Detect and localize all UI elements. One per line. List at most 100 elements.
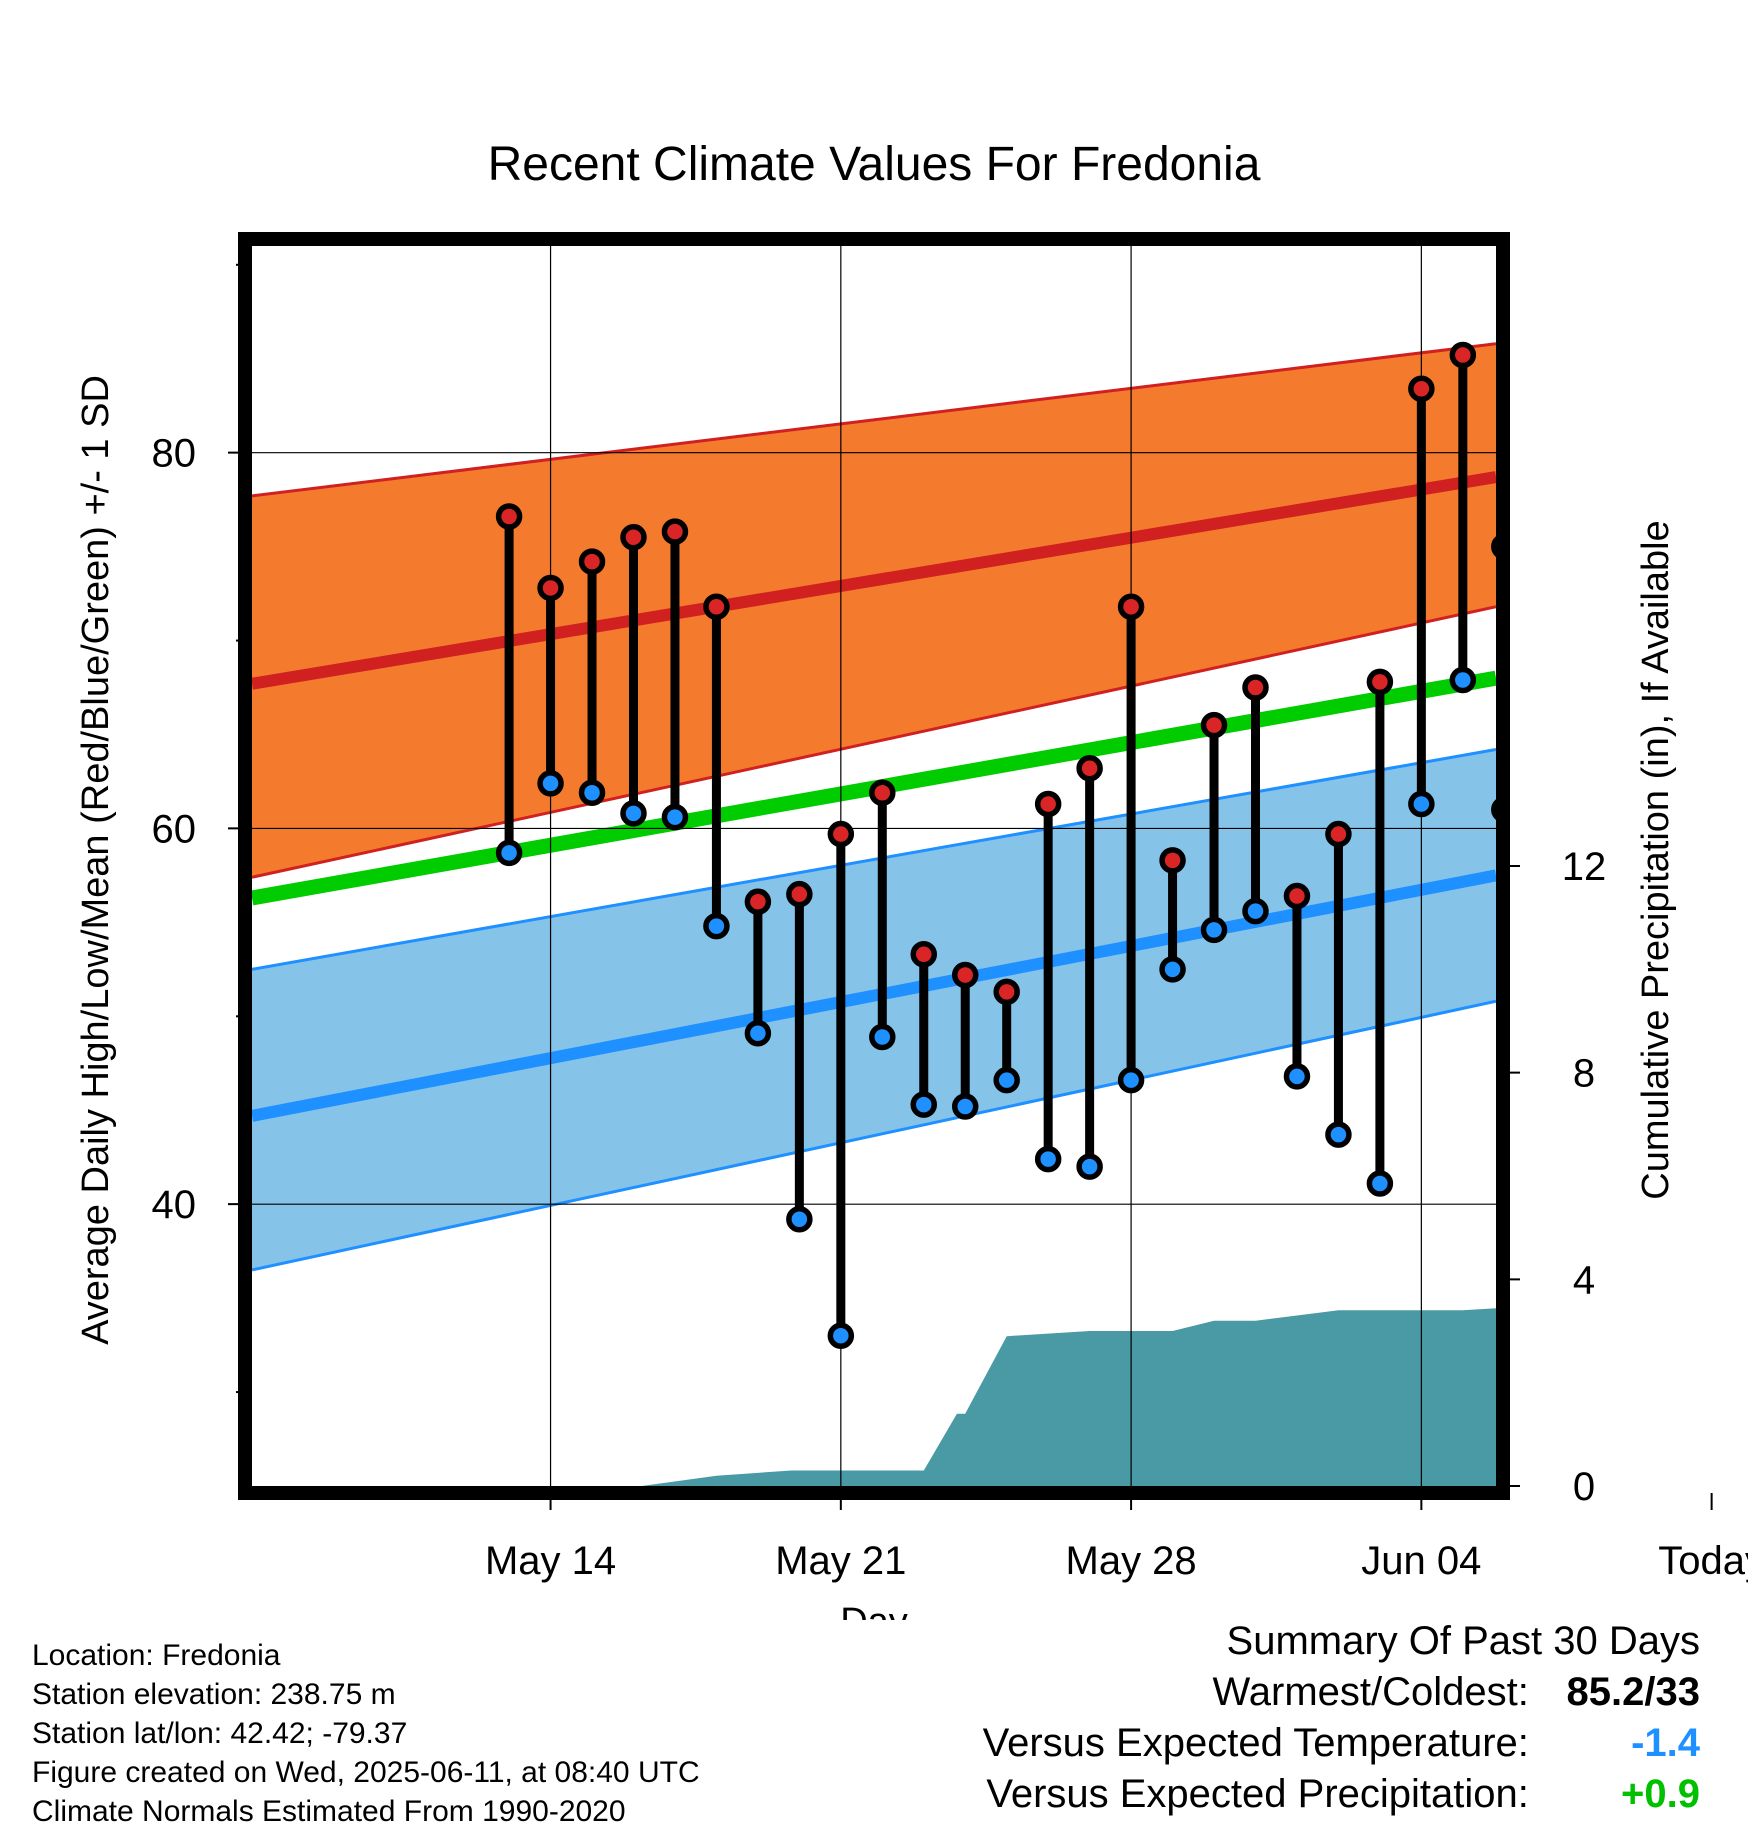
high-point (910, 941, 938, 968)
low-point (620, 800, 647, 827)
precipitation-area (500, 1308, 1496, 1486)
elevation-text: Station elevation: 238.75 m (32, 1678, 396, 1711)
high-point (869, 779, 896, 806)
plot-layer: 1 SD: ±7.7°F Avg: 76.5°F 1 SD: ±7.1°F Avg: 54.9… (252, 246, 1748, 1486)
low-point (1535, 810, 1556, 831)
low-point (951, 1093, 979, 1120)
y-tick-label: 80 (152, 432, 197, 476)
climate-chart: Recent Climate Values For Fredonia 1 SD:… (75, 138, 1748, 1620)
low-point (786, 1205, 813, 1233)
normal-high-line (252, 471, 1496, 690)
low-point (1034, 1145, 1062, 1173)
high-avg-value: 76.5°F (1728, 548, 1748, 586)
low-point (1159, 956, 1186, 983)
low-point (1076, 1153, 1103, 1180)
high-avg-label: Avg: (1728, 506, 1748, 544)
high-point (1117, 593, 1145, 620)
high-point (1283, 882, 1311, 910)
high-point (1449, 341, 1477, 369)
high-point (786, 880, 813, 908)
x-tick-label: Jun 04 (1361, 1539, 1481, 1583)
low-avg-value: 54.9°F (1728, 952, 1748, 990)
high-point (1034, 790, 1062, 818)
created-text: Figure created on Wed, 2025-06-11, at 08… (32, 1756, 700, 1789)
precip-anomaly-value: +0.9 (1621, 1772, 1700, 1816)
high-point (620, 523, 647, 551)
high-point (744, 888, 772, 915)
high-point (1408, 375, 1435, 403)
low-sd-value: ±7.1°F (1728, 842, 1748, 880)
normal-low-band (252, 749, 1496, 1270)
low-point (578, 779, 606, 806)
left-axis: 40 60 80 (152, 263, 245, 1394)
low-point (1577, 931, 1598, 952)
normal-low-line (252, 869, 1496, 1122)
low-point (827, 1322, 855, 1349)
days-word: Days (1724, 1425, 1748, 1466)
low-point (993, 1066, 1020, 1094)
summary-warm-cold: Warmest/Coldest: 85.2/33 (983, 1667, 1701, 1718)
high-point (993, 978, 1020, 1006)
warm-cold-value: 85.2/33 (1566, 1670, 1700, 1714)
plot-area: 1 SD: ±7.7°F Avg: 76.5°F 1 SD: ±7.1°F Avg: 54.9… (238, 232, 1748, 1500)
low-point (869, 1023, 896, 1051)
low-point (910, 1091, 938, 1118)
low-point (1366, 1170, 1394, 1197)
high-point (951, 961, 979, 989)
precip-anomaly-label: Versus Expected Precipitation: (986, 1772, 1529, 1816)
low-point (744, 1019, 772, 1047)
high-point (1325, 820, 1352, 848)
summary-temp: Versus Expected Temperature: -1.4 (983, 1718, 1700, 1769)
y-tick-label: 40 (152, 1183, 197, 1227)
low-avg-label: Avg: (1728, 910, 1748, 948)
high-point (495, 503, 523, 530)
high-point (578, 548, 606, 575)
x-tick-label: May 21 (775, 1539, 906, 1583)
normal-low-upper-edge (252, 748, 1496, 971)
high-point (1491, 536, 1496, 557)
high-point (1535, 574, 1556, 595)
low-point (661, 803, 689, 831)
summary-heading: Summary Of Past 30 Days (1226, 1619, 1700, 1663)
low-point (1117, 1066, 1145, 1094)
y-tick-label: 60 (152, 807, 197, 851)
today-low-avg-marker (1698, 910, 1726, 938)
high-point (1200, 711, 1228, 739)
station-info: Location: Fredonia Station elevation: 23… (32, 1636, 700, 1831)
x-tick-label: May 14 (485, 1539, 616, 1583)
high-point (661, 518, 689, 545)
low-sd-label: 1 SD: (1728, 800, 1748, 838)
location-text: Location: Fredonia (32, 1639, 281, 1672)
latlon-text: Station lat/lon: 42.42; -79.37 (32, 1717, 408, 1750)
high-point (1242, 674, 1269, 701)
x-tick-label: Today (1658, 1539, 1748, 1583)
low-point (1408, 790, 1435, 818)
today-high-avg-marker (1698, 504, 1726, 532)
high-point (827, 820, 855, 848)
low-point (1242, 897, 1269, 925)
y2-tick-label: 12 (1562, 845, 1607, 889)
summary-panel: Summary Of Past 30 Days Warmest/Coldest:… (983, 1616, 1700, 1820)
low-point (495, 839, 523, 867)
high-point (1076, 755, 1103, 782)
temp-anomaly-value: -1.4 (1631, 1721, 1700, 1765)
low-point (1449, 666, 1477, 694)
low-point (1491, 799, 1496, 820)
high-point (537, 574, 564, 602)
high-point (1577, 529, 1598, 550)
warm-cold-label: Warmest/Coldest: (1212, 1670, 1529, 1714)
high-sd-label: 1 SD: (1728, 396, 1748, 434)
high-point (1159, 847, 1186, 874)
days-count: 30 (1724, 1379, 1748, 1420)
low-point (1283, 1063, 1311, 1090)
normal-low-lower-edge (252, 999, 1496, 1272)
low-point (703, 912, 730, 940)
y2-tick-label: 4 (1573, 1258, 1595, 1302)
temp-anomaly-label: Versus Expected Temperature: (982, 1721, 1529, 1765)
normal-high-upper-edge (252, 342, 1496, 498)
x-axis-label: Day (840, 1601, 908, 1620)
right-axis: 0 4 8 12 (1503, 845, 1606, 1509)
chart-title: Recent Climate Values For Fredonia (488, 138, 1261, 191)
high-point (1366, 668, 1394, 696)
